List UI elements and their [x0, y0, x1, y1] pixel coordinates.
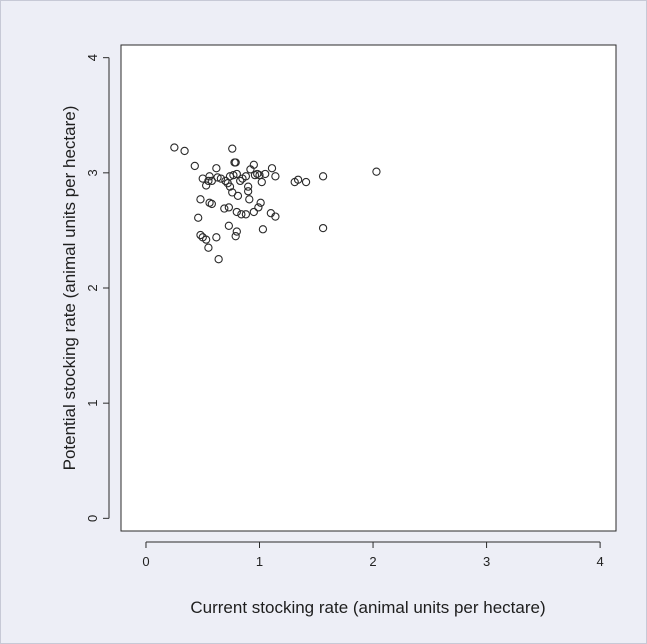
x-axis-title: Current stocking rate (animal units per … — [190, 598, 545, 617]
data-point — [216, 174, 226, 183]
y-tick-label: 0 — [85, 515, 100, 522]
data-point — [228, 188, 237, 197]
data-point — [241, 172, 251, 181]
y-tick-label: 1 — [85, 400, 100, 407]
x-tick-label: 0 — [142, 554, 149, 569]
data-point — [220, 204, 229, 213]
data-point — [232, 169, 241, 179]
data-point — [221, 176, 230, 186]
data-point — [257, 177, 266, 187]
data-point — [249, 207, 258, 217]
data-point — [205, 172, 214, 181]
data-point — [229, 170, 238, 180]
y-tick-label: 3 — [85, 169, 100, 176]
data-point — [249, 160, 258, 169]
data-point — [213, 173, 222, 182]
data-point — [225, 182, 235, 191]
data-point — [318, 223, 328, 233]
data-point — [232, 207, 241, 217]
data-point — [244, 187, 253, 196]
data-point — [212, 164, 221, 173]
data-point — [207, 199, 216, 209]
data-point — [258, 225, 268, 234]
data-point — [190, 161, 199, 171]
data-point — [201, 235, 211, 244]
data-point — [244, 182, 253, 191]
x-tick-label: 3 — [483, 554, 490, 569]
data-points — [170, 143, 381, 264]
data-point — [293, 175, 303, 184]
x-tick-label: 1 — [256, 554, 263, 569]
data-point — [204, 176, 213, 186]
y-axis: 0 1 2 3 4 — [85, 54, 110, 522]
y-axis-title: Potential stocking rate (animal units pe… — [60, 106, 79, 471]
data-point — [231, 232, 240, 241]
data-point — [254, 203, 263, 212]
data-point — [231, 158, 240, 167]
x-tick-label: 2 — [369, 554, 376, 569]
y-tick-label: 4 — [85, 54, 100, 61]
data-point — [212, 233, 221, 242]
data-point — [201, 181, 211, 190]
data-point — [196, 195, 205, 204]
data-point — [271, 212, 280, 221]
data-point — [228, 144, 237, 153]
data-point — [245, 195, 254, 204]
y-tick-label: 2 — [85, 284, 100, 291]
data-point — [232, 227, 241, 236]
plot-area — [120, 44, 617, 532]
data-point — [224, 221, 234, 230]
data-point — [204, 243, 213, 252]
data-point — [196, 230, 205, 240]
data-point — [256, 198, 265, 207]
data-point — [271, 172, 280, 181]
x-axis: 0 1 2 3 4 — [142, 541, 604, 569]
data-point — [180, 146, 189, 156]
data-point — [372, 167, 381, 176]
data-point — [170, 143, 179, 152]
x-tick-label: 4 — [596, 554, 603, 569]
data-point — [241, 210, 251, 219]
data-point — [318, 172, 328, 181]
data-point — [301, 177, 311, 187]
data-point — [261, 169, 270, 179]
data-point — [236, 176, 245, 186]
data-point — [194, 213, 203, 222]
data-point — [267, 164, 277, 173]
data-point — [214, 255, 223, 264]
data-point — [237, 210, 246, 219]
data-point — [224, 203, 234, 212]
